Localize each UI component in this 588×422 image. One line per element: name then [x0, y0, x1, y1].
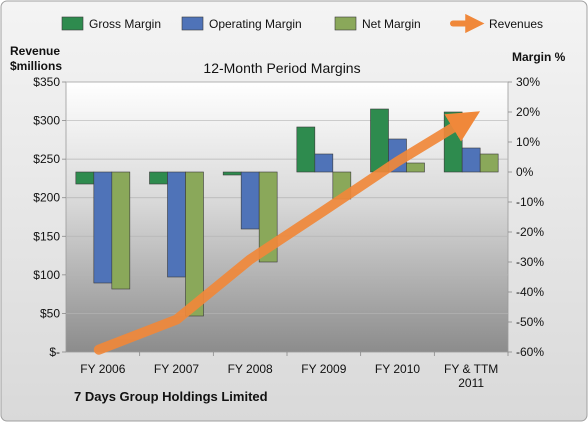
chart-title: 12-Month Period Margins	[203, 60, 360, 76]
footer-title: 7 Days Group Holdings Limited	[74, 389, 268, 404]
x-axis: FY 2006 FY 2007 FY 2008 FY 2009 FY 2010 FY & …	[80, 352, 509, 390]
right-tick-label: -20%	[516, 225, 544, 239]
legend-swatch	[61, 16, 84, 31]
bar-net-margin	[479, 153, 499, 173]
bar-operating-margin	[314, 153, 334, 173]
x-tick-label: FY 2009	[301, 362, 346, 376]
right-tick-label: -50%	[516, 315, 544, 329]
bar-gross-margin	[370, 108, 389, 173]
right-tick-label: -60%	[516, 345, 544, 359]
right-tick-label: -40%	[516, 285, 544, 299]
left-axis-title: Revenue $millions	[10, 44, 63, 73]
x-tick-label: 2011	[458, 376, 484, 390]
legend-label: Gross Margin	[89, 17, 161, 31]
right-tick-label: -30%	[516, 255, 544, 269]
left-axis-title-line1: Revenue	[10, 44, 60, 58]
legend-label: Operating Margin	[209, 17, 302, 31]
right-axis: -60% -50% -40% -30% -20% -10% 0% 10% 20% 30%	[508, 75, 544, 359]
x-tick-label: FY & TTM	[444, 362, 498, 376]
left-tick-label: $150	[33, 229, 60, 243]
left-axis-title-line2: $millions	[10, 59, 62, 73]
x-tick-label: FY 2010	[375, 362, 420, 376]
bar-operating-margin	[167, 171, 186, 278]
legend: Gross Margin Operating Margin Net Margin Re…	[61, 13, 543, 34]
bar-operating-margin	[461, 147, 481, 173]
bar-gross-margin	[222, 171, 242, 176]
left-tick-label: $300	[33, 114, 60, 128]
right-tick-label: 30%	[516, 75, 540, 89]
left-tick-label: $-	[49, 345, 60, 359]
left-tick-label: $350	[33, 75, 60, 89]
legend-label: Net Margin	[362, 17, 421, 31]
right-axis-title: Margin %	[512, 50, 566, 64]
bar-gross-margin	[296, 126, 316, 173]
left-tick-label: $50	[40, 306, 60, 320]
revenue-line	[93, 111, 481, 355]
left-axis: $- $50 $100 $150 $200 $250 $300 $350	[33, 75, 66, 359]
right-tick-label: 20%	[516, 105, 540, 119]
plot-area	[65, 81, 509, 353]
bar-operating-margin	[93, 171, 113, 284]
left-tick-label: $200	[33, 191, 60, 205]
legend-swatch	[181, 16, 204, 31]
bar-net-margin	[111, 171, 131, 290]
x-tick-label: FY 2006	[80, 362, 125, 376]
legend-label: Revenues	[489, 17, 543, 31]
bar-gross-margin	[75, 171, 95, 185]
left-tick-label: $100	[33, 268, 60, 282]
revenues-line	[93, 111, 481, 355]
x-tick-label: FY 2007	[154, 362, 199, 376]
left-tick-label: $250	[33, 152, 60, 166]
bar-net-margin	[406, 162, 425, 173]
x-tick-label: FY 2008	[228, 362, 273, 376]
bar-operating-margin	[240, 171, 260, 230]
legend-swatch	[334, 16, 357, 31]
right-tick-label: -10%	[516, 195, 544, 209]
right-tick-label: 10%	[516, 135, 540, 149]
right-tick-label: 0%	[516, 165, 534, 179]
bar-gross-margin	[149, 171, 168, 185]
bar-net-margin	[185, 171, 204, 317]
